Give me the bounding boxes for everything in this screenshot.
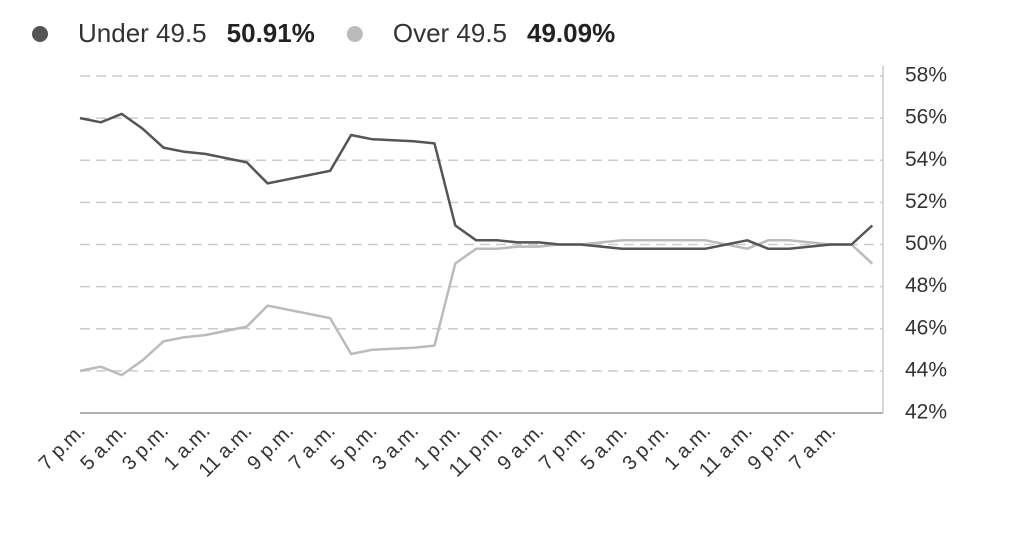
x-tick-label: 7 p.m.	[535, 420, 590, 475]
x-tick-label: 9 p.m.	[243, 420, 298, 475]
x-tick-label: 3 p.m.	[618, 420, 673, 475]
x-tick-label: 5 p.m.	[327, 420, 382, 475]
y-tick-label: 56%	[905, 106, 947, 129]
y-tick-label: 58%	[905, 64, 947, 87]
x-tick-label: 7 a.m.	[785, 420, 840, 475]
x-tick-label: 3 a.m.	[368, 420, 423, 475]
series-line	[79, 112, 874, 250]
x-tick-label: 9 a.m.	[493, 420, 548, 475]
x-tick-label: 7 a.m.	[285, 420, 340, 475]
legend-marker	[346, 26, 363, 42]
y-tick-label: 44%	[905, 358, 947, 381]
y-tick-label: 54%	[905, 148, 947, 171]
legend-value: 50.91%	[227, 18, 315, 48]
x-tick-label: 7 p.m.	[35, 420, 90, 475]
x-tick-label: 5 a.m.	[577, 420, 632, 475]
legend-value: 49.09%	[527, 18, 615, 48]
y-tick-label: 42%	[905, 401, 947, 424]
legend-label: Under 49.5	[78, 18, 207, 48]
y-tick-label: 52%	[905, 190, 947, 213]
y-tick-label: 50%	[905, 232, 947, 255]
legend-label: Over 49.5	[393, 18, 507, 48]
y-tick-label: 48%	[905, 274, 947, 297]
series-line	[79, 239, 874, 377]
y-tick-label: 46%	[905, 316, 947, 339]
x-tick-label: 3 p.m.	[118, 420, 173, 475]
x-tick-label: 5 a.m.	[76, 420, 131, 475]
x-tick-label: 9 p.m.	[744, 420, 799, 475]
legend-marker	[32, 26, 48, 42]
